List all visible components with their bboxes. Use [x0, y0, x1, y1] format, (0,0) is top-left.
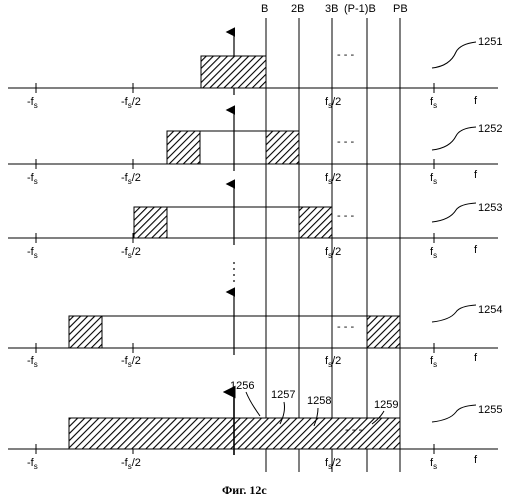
tick-label-neg-half-fs: -fs/2 [121, 96, 141, 110]
figure-caption: Фиг. 12с [222, 483, 267, 497]
label-1256: 1256 [230, 380, 254, 392]
tick-label-half-fs: fs/2 [325, 246, 341, 260]
axis-label-f: f [474, 169, 478, 181]
panel-1252: - - - -fs -fs/2 fs/2 fs f 1252 [8, 110, 502, 186]
tick-label-half-fs: fs/2 [325, 355, 341, 369]
ref-1253: 1253 [478, 202, 502, 214]
dots: - - - [337, 49, 354, 61]
label-p-1-b: (P-1)B [344, 3, 376, 15]
tick-label-neg-fs: -fs [27, 355, 38, 369]
leader-1255 [432, 405, 476, 422]
top-labels: B 2B 3B (P-1)B PB [261, 3, 408, 15]
panel-1254: - - - -fs -fs/2 fs/2 fs f 1254 [8, 292, 502, 369]
dots: - - - [337, 136, 354, 148]
leader-1252 [432, 127, 476, 150]
dots: - - - [337, 210, 354, 222]
band-block-left [167, 131, 200, 164]
dots: - - - [345, 424, 362, 436]
tick-label-neg-half-fs: -fs/2 [121, 355, 141, 369]
leader-1254 [432, 305, 476, 322]
tick-label-half-fs: fs/2 [325, 457, 341, 471]
tick-label-fs: fs [430, 246, 437, 260]
leader-1251 [432, 42, 476, 68]
label-3b: 3B [325, 3, 338, 15]
band-block-right [266, 131, 299, 164]
leader-1256 [246, 392, 260, 416]
ref-1252: 1252 [478, 123, 502, 135]
tick-label-neg-half-fs: -fs/2 [121, 172, 141, 186]
dots: - - - [337, 321, 354, 333]
panel-1253: - - - -fs -fs/2 fs/2 fs f 1253 [8, 184, 502, 260]
axis-label-f: f [474, 95, 478, 107]
axis-label-f: f [474, 352, 478, 364]
tick-label-neg-fs: -fs [27, 96, 38, 110]
tick-label-neg-fs: -fs [27, 246, 38, 260]
panel-1251: - - - -fs -fs/2 fs/2 fs f 1251 [8, 32, 502, 110]
panel-1255: 1256 1257 1258 1259 - - - -fs -fs/2 fs/2… [8, 380, 502, 471]
tick-label-half-fs: fs/2 [325, 172, 341, 186]
tick-label-neg-half-fs: -fs/2 [121, 246, 141, 260]
tick-label-fs: fs [430, 172, 437, 186]
label-pb: PB [393, 3, 408, 15]
tick-label-neg-half-fs: -fs/2 [121, 457, 141, 471]
label-1259: 1259 [374, 399, 398, 411]
tick-label-fs: fs [430, 355, 437, 369]
band-block-right [367, 316, 400, 348]
tick-label-neg-fs: -fs [27, 172, 38, 186]
ref-1251: 1251 [478, 36, 502, 48]
tick-label-fs: fs [430, 96, 437, 110]
ref-1254: 1254 [478, 304, 502, 316]
band-block-left [69, 316, 102, 348]
label-1258: 1258 [307, 395, 331, 407]
band-block-1 [201, 56, 266, 88]
tick-label-fs: fs [430, 457, 437, 471]
axis-label-f: f [474, 244, 478, 256]
tick-label-neg-fs: -fs [27, 457, 38, 471]
leader-1253 [432, 203, 476, 222]
label-1257: 1257 [271, 389, 295, 401]
band-block-right [299, 207, 332, 238]
axis-label-f: f [474, 454, 478, 466]
ref-1255: 1255 [478, 404, 502, 416]
tick-label-half-fs: fs/2 [325, 96, 341, 110]
band-block-left [134, 207, 167, 238]
label-2b: 2B [291, 3, 304, 15]
label-b: B [261, 3, 268, 15]
